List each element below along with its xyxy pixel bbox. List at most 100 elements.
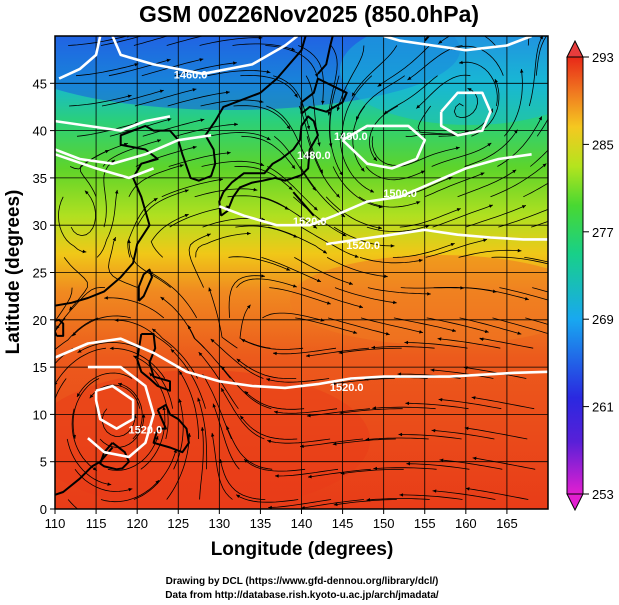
streamline-arrowhead bbox=[198, 352, 203, 356]
streamline bbox=[233, 105, 291, 130]
streamline-arrowhead bbox=[370, 189, 375, 193]
streamline bbox=[499, 287, 548, 301]
streamline-arrowhead bbox=[55, 325, 60, 330]
streamline bbox=[101, 89, 164, 107]
streamline-arrowhead bbox=[178, 398, 182, 403]
streamline bbox=[372, 406, 436, 410]
streamline-arrowhead bbox=[550, 263, 554, 266]
streamline-arrowhead bbox=[448, 176, 453, 180]
streamline-arrowhead bbox=[118, 382, 122, 387]
streamline-arrowhead bbox=[236, 358, 241, 363]
streamline-arrowhead bbox=[418, 258, 423, 263]
streamline-arrowhead bbox=[221, 366, 225, 371]
streamline-arrowhead bbox=[420, 170, 425, 174]
streamline-arrowhead bbox=[92, 467, 97, 471]
streamline-arrowhead bbox=[340, 471, 345, 475]
streamline bbox=[273, 135, 317, 191]
cold-patch-northeast bbox=[340, 36, 548, 125]
streamline-arrowhead bbox=[313, 206, 318, 211]
streamline-arrowhead bbox=[37, 343, 41, 347]
streamline bbox=[210, 338, 264, 379]
contour-label: 1520.0 bbox=[346, 240, 380, 252]
streamline bbox=[232, 43, 296, 51]
streamline bbox=[188, 233, 211, 288]
streamline bbox=[142, 118, 205, 137]
streamline bbox=[168, 152, 231, 167]
streamline-arrowhead bbox=[467, 88, 472, 92]
streamline-arrowhead bbox=[246, 231, 251, 236]
streamline-arrowhead bbox=[321, 100, 325, 105]
streamline-arrowhead bbox=[219, 459, 223, 464]
streamline bbox=[208, 287, 238, 349]
x-tick-label: 125 bbox=[167, 516, 189, 531]
streamline bbox=[161, 178, 224, 198]
streamline bbox=[294, 257, 354, 285]
streamline-arrowhead bbox=[306, 413, 311, 418]
streamline-arrowhead bbox=[292, 284, 297, 288]
streamline bbox=[458, 61, 498, 107]
streamline-arrowhead bbox=[356, 116, 360, 121]
streamline-arrowhead bbox=[212, 403, 216, 408]
y-axis-label: Latitude (degrees) bbox=[3, 190, 24, 355]
streamline-arrowhead bbox=[133, 355, 138, 359]
streamline bbox=[148, 271, 198, 319]
streamline-arrowhead bbox=[179, 164, 184, 168]
colorbar-tick-label: 277 bbox=[592, 225, 614, 240]
streamline bbox=[458, 249, 522, 258]
contour-line bbox=[58, 36, 102, 80]
streamline-arrowhead bbox=[184, 214, 189, 218]
streamline-arrowhead bbox=[199, 58, 204, 62]
streamline bbox=[69, 95, 132, 107]
streamline bbox=[267, 166, 318, 211]
streamline-arrowhead bbox=[317, 142, 321, 147]
contour-line bbox=[383, 36, 533, 52]
streamline bbox=[426, 317, 489, 333]
streamline-arrowhead bbox=[157, 139, 161, 143]
streamline-arrowhead bbox=[306, 125, 311, 130]
streamline bbox=[133, 355, 174, 409]
contour-label: 1520.0 bbox=[330, 382, 364, 394]
streamline-arrowhead bbox=[267, 439, 272, 444]
streamline bbox=[301, 499, 364, 509]
streamline-arrowhead bbox=[439, 458, 444, 462]
streamline-arrowhead bbox=[538, 116, 542, 121]
streamline bbox=[195, 233, 251, 258]
streamline-arrowhead bbox=[261, 274, 265, 278]
streamline bbox=[471, 396, 535, 410]
streamline-arrowhead bbox=[373, 466, 378, 471]
streamline-arrowhead bbox=[322, 250, 327, 254]
streamline bbox=[151, 328, 198, 379]
streamline-arrowhead bbox=[114, 318, 119, 322]
streamline-arrowhead bbox=[244, 459, 249, 463]
streamline-arrowhead bbox=[291, 47, 296, 51]
streamline-arrowhead bbox=[206, 233, 211, 237]
streamline bbox=[293, 196, 347, 237]
streamline bbox=[331, 378, 395, 385]
streamline bbox=[431, 429, 495, 440]
streamline bbox=[525, 317, 548, 325]
streamline bbox=[108, 59, 171, 77]
streamline-arrowhead bbox=[471, 396, 476, 400]
streamline bbox=[228, 256, 291, 271]
streamline bbox=[392, 243, 455, 258]
streamline bbox=[207, 70, 271, 77]
streamline-arrowhead bbox=[550, 333, 554, 336]
streamline bbox=[465, 487, 529, 500]
coastline bbox=[300, 77, 348, 115]
streamline-arrowhead bbox=[134, 63, 139, 67]
streamline-arrowhead bbox=[159, 29, 163, 32]
x-tick-label: 120 bbox=[126, 516, 148, 531]
streamline-arrowhead bbox=[160, 297, 165, 301]
streamline bbox=[306, 408, 370, 417]
streamline-arrowhead bbox=[366, 498, 371, 502]
streamline-arrowhead bbox=[69, 306, 73, 311]
streamline-arrowhead bbox=[479, 337, 484, 341]
contour-line bbox=[55, 153, 155, 180]
streamline-arrowhead bbox=[378, 226, 382, 230]
streamline-arrowhead bbox=[331, 381, 336, 386]
streamline-arrowhead bbox=[305, 353, 310, 358]
streamline-arrowhead bbox=[111, 159, 116, 164]
streamline bbox=[305, 347, 369, 357]
streamline-arrowhead bbox=[167, 118, 172, 122]
streamline-arrowhead bbox=[340, 133, 345, 138]
